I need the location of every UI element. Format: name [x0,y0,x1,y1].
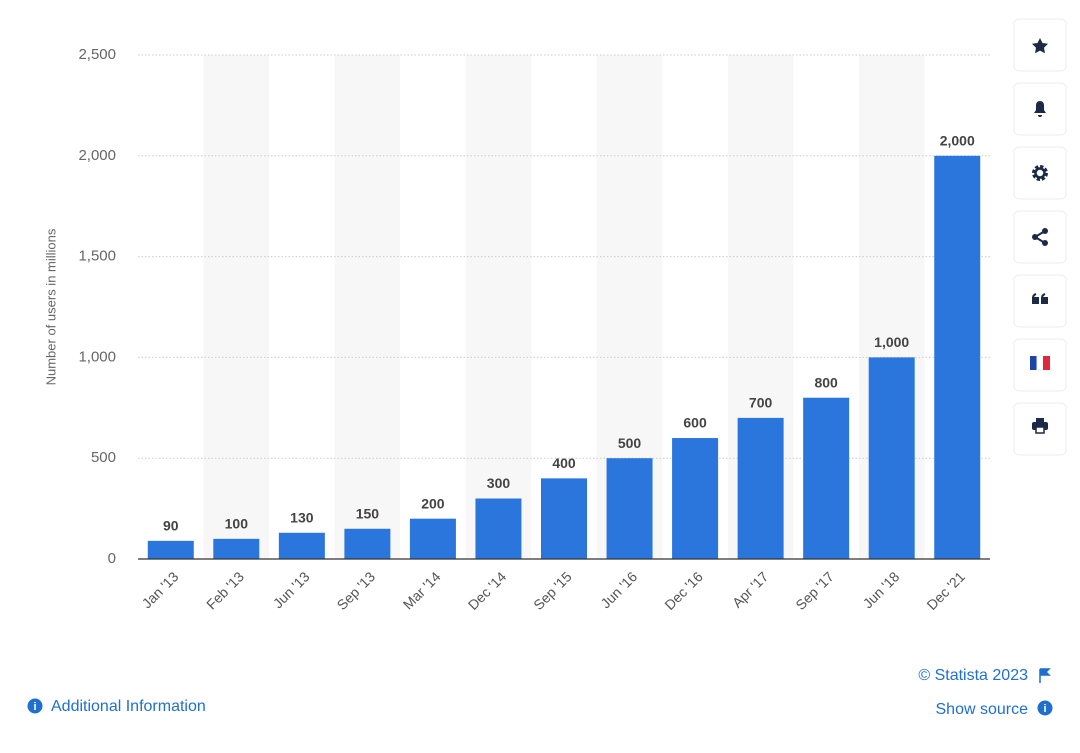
band-shade [465,55,532,559]
bar [803,397,850,559]
value-label: 400 [552,455,576,471]
language-button[interactable] [1013,338,1067,392]
info-glyph: i [1043,703,1046,715]
x-tick-label: Mar '14 [400,568,444,612]
x-tick-label: Dec '21 [923,568,968,613]
bar [606,458,653,559]
band-shade [203,55,270,559]
value-label: 2,000 [940,133,975,149]
toolbar [1013,18,1067,456]
y-tick-label: 0 [108,550,116,567]
show-source[interactable]: Show source [936,701,1029,718]
value-label: 300 [487,475,511,491]
value-label: 90 [163,518,179,534]
y-tick-label: 1,000 [78,348,116,365]
x-tick-label: Sep '17 [792,568,837,613]
y-tick-label: 2,500 [78,46,116,63]
value-label: 130 [290,509,314,525]
bar [409,518,456,559]
x-tick-label: Jun '18 [859,568,902,611]
band-shade [334,55,401,559]
info-glyph: i [33,701,36,713]
value-label: 600 [683,415,707,431]
info-icon [27,698,43,714]
bar [213,538,260,559]
bar [737,417,784,559]
bar [278,532,325,559]
bar [868,357,915,559]
y-axis-label: Number of users in millions [43,228,58,385]
bar [147,540,194,559]
notification-button[interactable] [1013,82,1067,136]
flag-icon [1039,668,1051,683]
x-tick-label: Jun '16 [597,568,640,611]
x-tick-label: Apr '17 [729,568,772,611]
x-tick-label: Sep '15 [530,568,575,613]
settings-button[interactable] [1013,146,1067,200]
x-tick-label: Jun '13 [270,568,313,611]
bar [672,438,719,559]
x-tick-label: Dec '14 [465,568,510,613]
value-label: 700 [749,395,773,411]
copyright[interactable]: © Statista 2023 [918,667,1028,684]
value-label: 150 [356,505,380,521]
value-label: 200 [421,495,445,511]
value-label: 100 [225,516,249,532]
share-button[interactable] [1013,210,1067,264]
bar [344,528,391,559]
x-tick-label: Feb '13 [203,568,247,612]
favorite-button[interactable] [1013,18,1067,72]
value-label: 1,000 [874,334,909,350]
x-tick-label: Sep '13 [334,568,379,613]
y-tick-label: 1,500 [78,248,116,265]
cite-button[interactable] [1013,274,1067,328]
bar [475,498,522,559]
info-icon [1037,700,1053,716]
value-label: 800 [814,374,838,390]
x-tick-label: Jan '13 [139,568,182,611]
bar [934,155,981,560]
y-tick-label: 500 [91,449,116,466]
bar [541,478,587,559]
y-tick-label: 2,000 [78,147,116,164]
value-label: 500 [618,435,642,451]
additional-info[interactable]: Additional Information [51,698,206,715]
print-button[interactable] [1013,402,1067,456]
footer: © Statista 2023 Show source i i Addition… [27,667,1053,718]
x-tick-label: Dec '16 [661,568,706,613]
